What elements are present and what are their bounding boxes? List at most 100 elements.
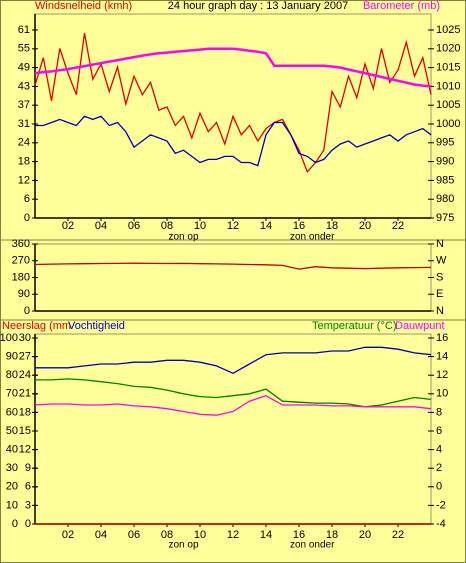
y2-tick-label: 1000 (436, 118, 460, 130)
annotation: zon onder (290, 232, 335, 243)
chart-title: 24 hour graph day : 13 January 2007 (168, 0, 348, 12)
y2-tick-label: 6 (436, 425, 442, 437)
y3-tick-label: 6 (25, 481, 31, 493)
legend-entry: Barometer (mb) (363, 0, 440, 12)
y-tick-label: 180 (12, 271, 30, 283)
y2-tick-label: 1025 (436, 24, 460, 36)
legend-entry: Vochtigheid (68, 320, 125, 332)
x-tick-label: 12 (227, 529, 239, 541)
x-tick-label: 10 (194, 220, 206, 232)
x-tick-label: 04 (95, 220, 107, 232)
y2-tick-label: W (436, 255, 447, 267)
series-line (35, 346, 432, 375)
y2-tick-label: -2 (436, 499, 446, 511)
y3-tick-label: 30 (19, 332, 31, 344)
y3-tick-label: 21 (19, 388, 31, 400)
y2-tick-label: N (436, 305, 444, 317)
y2-tick-label: 985 (436, 174, 454, 186)
y-tick-label: 49 (18, 62, 30, 74)
y3-tick-label: 15 (19, 425, 31, 437)
y-tick-label: 18 (18, 156, 30, 168)
y2-tick-label: -4 (436, 518, 446, 530)
x-tick-label: 04 (95, 529, 107, 541)
y2-tick-label: 975 (436, 212, 454, 224)
y-tick-label: 55 (18, 43, 30, 55)
legend-entry: Windsnelheid (kmh) (35, 0, 132, 12)
y-tick-label: 100 (0, 332, 18, 344)
x-tick-label: 12 (227, 220, 239, 232)
y2-tick-label: 1005 (436, 99, 460, 111)
x-tick-label: 14 (260, 220, 272, 232)
annotation: zon onder (290, 540, 335, 551)
y-tick-label: 24 (18, 137, 30, 149)
y2-tick-label: 1015 (436, 62, 460, 74)
series-line (34, 394, 432, 416)
y-tick-label: 40 (6, 444, 18, 456)
y2-tick-label: 10 (436, 388, 448, 400)
y2-tick-label: 1020 (436, 43, 460, 55)
y2-tick-label: 0 (436, 481, 442, 493)
plot-area (34, 333, 432, 525)
x-tick-label: 18 (326, 529, 338, 541)
y3-tick-label: 3 (25, 499, 31, 511)
y-tick-label: 30 (6, 462, 18, 474)
x-tick-label: 20 (359, 529, 371, 541)
plot-area (34, 243, 432, 312)
y2-tick-label: 14 (436, 351, 448, 363)
y-tick-label: 0 (24, 305, 30, 317)
y3-tick-label: 12 (19, 444, 31, 456)
y3-tick-label: 27 (19, 351, 31, 363)
y2-tick-label: 990 (436, 156, 454, 168)
x-tick-label: 08 (161, 529, 173, 541)
y2-tick-label: 8 (436, 406, 442, 418)
y2-tick-label: S (436, 271, 443, 283)
y-tick-label: 90 (18, 288, 30, 300)
y-tick-label: 37 (18, 99, 30, 111)
y-tick-label: 270 (12, 255, 30, 267)
y2-tick-label: 980 (436, 193, 454, 205)
y-tick-label: 20 (6, 481, 18, 493)
legend-entry: Neerslag (mm (2, 320, 71, 332)
x-tick-label: 10 (194, 529, 206, 541)
y-tick-label: 10 (6, 499, 18, 511)
y-tick-label: 360 (12, 238, 30, 250)
x-tick-label: 02 (62, 529, 74, 541)
x-tick-label: 22 (392, 529, 404, 541)
y-tick-label: 43 (18, 80, 30, 92)
y2-tick-label: 1010 (436, 80, 460, 92)
y3-tick-label: 24 (19, 369, 31, 381)
y2-tick-label: N (436, 238, 444, 250)
y-tick-label: 70 (6, 388, 18, 400)
y-tick-label: 6 (24, 193, 30, 205)
y3-tick-label: 18 (19, 406, 31, 418)
series-line (34, 47, 432, 88)
y2-tick-label: 995 (436, 137, 454, 149)
y2-tick-label: 4 (436, 444, 442, 456)
annotation: zon op (168, 540, 198, 551)
y2-tick-label: 12 (436, 369, 448, 381)
series-line (35, 115, 432, 167)
x-tick-label: 14 (260, 529, 272, 541)
series-line (34, 262, 432, 270)
y2-tick-label: 16 (436, 332, 448, 344)
y-tick-label: 80 (6, 369, 18, 381)
y3-tick-label: 0 (25, 518, 31, 530)
y-tick-label: 60 (6, 406, 18, 418)
y-tick-label: 0 (24, 212, 30, 224)
x-tick-label: 16 (293, 220, 305, 232)
annotation: zon op (168, 232, 198, 243)
y-tick-label: 50 (6, 425, 18, 437)
y2-tick-label: E (436, 288, 443, 300)
x-tick-label: 22 (392, 220, 404, 232)
legend-entry: Dauwpunt (395, 320, 445, 332)
x-tick-label: 02 (62, 220, 74, 232)
y-tick-label: 12 (18, 174, 30, 186)
x-tick-label: 06 (128, 529, 140, 541)
x-tick-label: 06 (128, 220, 140, 232)
x-tick-label: 16 (293, 529, 305, 541)
y2-tick-label: 2 (436, 462, 442, 474)
x-tick-label: 20 (359, 220, 371, 232)
x-tick-label: 08 (161, 220, 173, 232)
